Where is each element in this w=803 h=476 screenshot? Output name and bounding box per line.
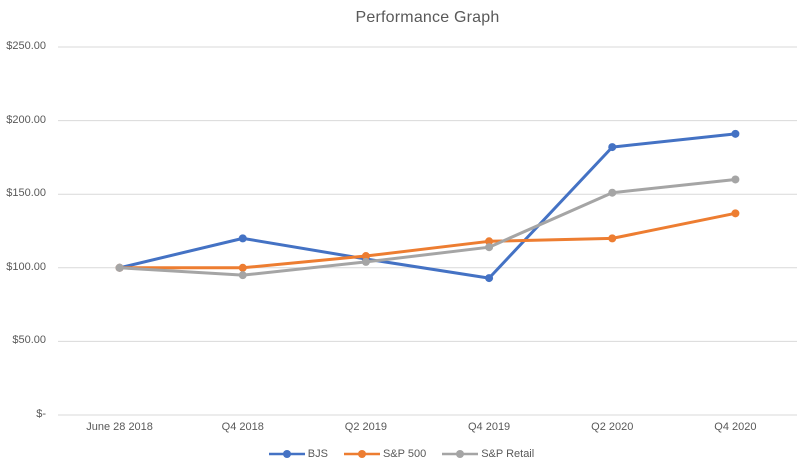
legend-label: S&P 500: [382, 448, 427, 460]
series-line-0: [118, 132, 737, 280]
y-tick-label: $200.00: [6, 113, 46, 126]
legend-marker-icon: [343, 450, 380, 458]
legend-marker-icon: [268, 450, 305, 458]
y-tick-label: $150.00: [6, 187, 46, 200]
legend-marker-icon: [442, 450, 479, 458]
series-line-2: [118, 177, 737, 277]
y-tick-label: $250.00: [6, 40, 46, 52]
y-tick-label: $50.00: [12, 334, 46, 347]
data-point: [485, 243, 494, 252]
data-point: [115, 263, 124, 272]
legend-item-s-p-500: S&P 500: [343, 448, 427, 460]
data-point: [238, 271, 247, 280]
x-tick-label: Q4 2019: [467, 421, 511, 433]
legend-item-s-p-retail: S&P Retail: [442, 448, 534, 460]
data-point: [731, 129, 740, 138]
data-point: [238, 263, 247, 272]
x-tick-label: Q4 2020: [714, 421, 757, 433]
data-point: [731, 175, 740, 184]
data-point: [361, 257, 370, 266]
legend: BJS S&P 500 S&P Retail: [0, 448, 803, 460]
y-tick-label: $100.00: [6, 260, 46, 273]
x-tick-label: June 28 2018: [86, 421, 153, 433]
y-tick-label: $-: [36, 408, 46, 420]
data-point: [608, 143, 617, 152]
data-point: [485, 237, 494, 246]
legend-label: S&P Retail: [481, 448, 535, 460]
chart-title: Performance Graph: [355, 9, 500, 26]
data-point: [361, 252, 370, 261]
legend-label: BJS: [307, 448, 328, 460]
data-point: [238, 234, 247, 243]
x-tick-label: Q2 2020: [591, 421, 634, 433]
series-line-1: [118, 211, 737, 270]
data-point: [485, 274, 494, 283]
x-tick-label: Q4 2018: [221, 421, 264, 433]
data-point: [608, 234, 617, 243]
data-point: [731, 209, 740, 218]
data-point: [608, 188, 617, 197]
x-tick-label: Q2 2019: [344, 421, 388, 433]
legend-item-bjs: BJS: [268, 448, 328, 460]
